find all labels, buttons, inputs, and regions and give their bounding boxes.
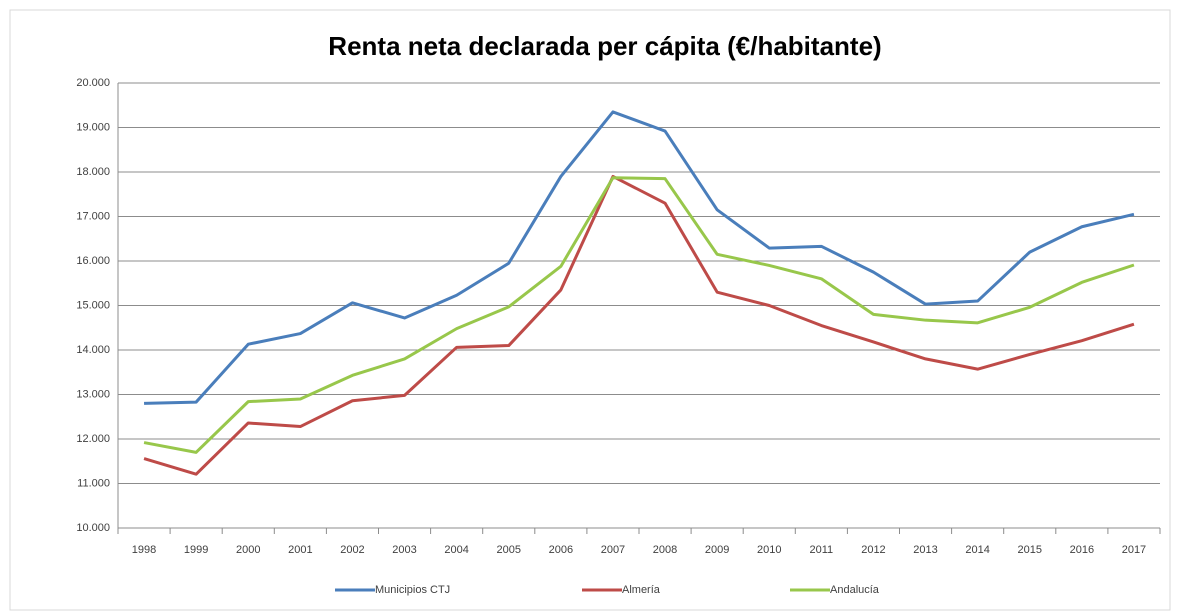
legend-label: Municipios CTJ [375,584,450,596]
x-tick-label: 2013 [913,544,937,556]
y-tick-label: 12.000 [76,433,110,445]
x-tick-label: 2006 [549,544,573,556]
x-tick-label: 2003 [392,544,416,556]
x-tick-label: 2002 [340,544,364,556]
x-tick-label: 2008 [653,544,677,556]
series-line [143,174,1135,476]
x-tick-label: 2011 [810,544,834,556]
x-tick-label: 2014 [965,544,989,556]
y-tick-label: 14.000 [76,344,110,356]
x-tick-label: 2017 [1122,544,1146,556]
x-tick-label: 2010 [757,544,781,556]
x-tick-label: 2009 [705,544,729,556]
y-tick-label: 10.000 [76,522,110,534]
chart-title: Renta neta declarada per cápita (€/habit… [328,31,881,61]
x-tick-label: 2007 [601,544,625,556]
series-line [143,176,1135,454]
x-tick-label: 2015 [1018,544,1042,556]
y-tick-label: 13.000 [76,388,110,400]
legend-label: Almería [622,584,661,596]
x-tick-label: 1999 [184,544,208,556]
series-line [144,110,1135,405]
x-tick-label: 2004 [444,544,468,556]
x-tick-label: 2005 [497,544,521,556]
x-tick-label: 2000 [236,544,260,556]
chart-border [9,9,1171,611]
y-tick-label: 17.000 [76,210,110,222]
x-tick-label: 1998 [132,544,156,556]
y-tick-label: 20.000 [76,77,110,89]
y-tick-label: 11.000 [77,477,110,489]
x-tick-label: 2016 [1070,544,1094,556]
y-tick-label: 19.000 [76,121,110,133]
y-tick-label: 16.000 [76,255,110,267]
legend-label: Andalucía [830,584,880,596]
x-tick-label: 2001 [288,544,312,556]
y-tick-label: 18.000 [76,166,110,178]
y-tick-label: 15.000 [76,299,110,311]
x-tick-label: 2012 [861,544,885,556]
